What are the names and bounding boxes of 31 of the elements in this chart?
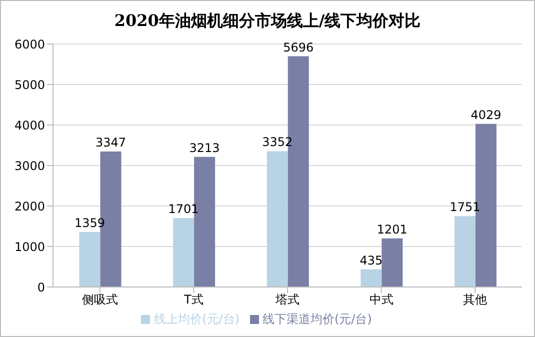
bar xyxy=(79,232,100,287)
y-tick-label: 3000 xyxy=(14,158,45,173)
y-tick-label: 4000 xyxy=(14,118,45,132)
bar xyxy=(454,216,476,287)
data-label: 1359 xyxy=(74,216,106,230)
bar xyxy=(266,151,288,287)
bar xyxy=(173,218,194,287)
x-tick-label: T式 xyxy=(183,292,204,307)
data-label: 3213 xyxy=(189,140,220,155)
x-tick-label: 塔式 xyxy=(274,292,300,307)
data-label: 4029 xyxy=(470,108,502,122)
legend-label: 线上均价(元/台) xyxy=(154,312,240,326)
y-tick-label: 2000 xyxy=(14,199,45,214)
data-label: 1701 xyxy=(168,202,199,216)
legend-label: 线下渠道均价(元/台) xyxy=(262,312,372,326)
x-tick-label: 侧吸式 xyxy=(82,292,118,307)
bar xyxy=(360,269,382,287)
y-tick-label: 0 xyxy=(37,280,45,294)
x-tick-label: 中式 xyxy=(369,292,394,307)
x-tick-label: 其他 xyxy=(463,292,488,307)
data-label: 1751 xyxy=(450,200,480,214)
y-tick-label: 5000 xyxy=(14,78,45,92)
data-label: 3347 xyxy=(95,135,126,150)
data-label: 5696 xyxy=(283,40,314,54)
y-tick-label: 6000 xyxy=(14,37,45,52)
data-label: 1201 xyxy=(376,222,408,236)
data-label: 435 xyxy=(360,253,383,268)
chart-title: 2020年油烟机细分市场线上/线下均价对比 xyxy=(113,11,422,32)
bar xyxy=(382,238,403,287)
data-label: 3352 xyxy=(262,135,293,150)
y-tick-label: 1000 xyxy=(14,240,45,254)
